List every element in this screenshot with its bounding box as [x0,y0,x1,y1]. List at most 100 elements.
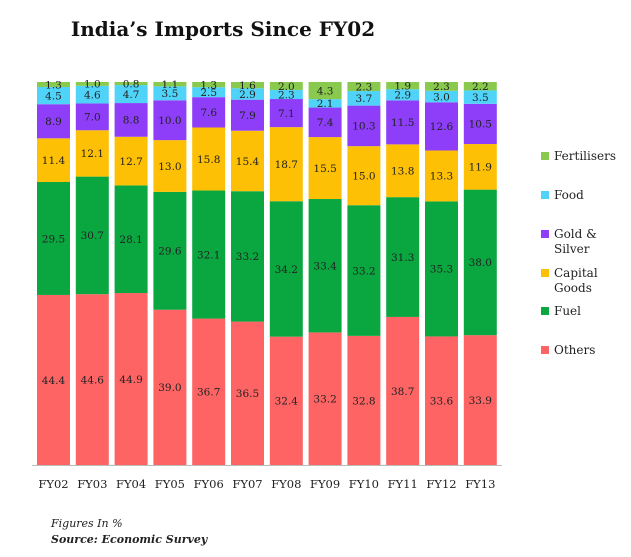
bar-segment-capital-goods-fy13 [463,144,497,190]
bar-segment-food-fy11 [386,89,420,101]
legend-swatch-capital-goods [541,269,549,277]
data-label-others-fy13: 33.9 [469,395,492,407]
bar-segment-capital-goods-fy05 [153,140,187,192]
bar-segment-others-fy06 [192,318,226,465]
bar-segment-fertilisers-fy07 [231,82,264,89]
data-label-fuel-fy07: 33.2 [236,251,259,263]
x-tick-label-fy10: FY10 [349,477,379,491]
data-label-fuel-fy03: 30.7 [81,230,104,242]
data-label-others-fy07: 36.5 [236,388,259,400]
data-label-fuel-fy10: 33.2 [352,265,375,277]
x-tick-label-fy02: FY02 [38,477,68,491]
bar-segment-fuel-fy11 [386,197,420,317]
bar-segment-food-fy12 [425,90,458,103]
bar-segment-capital-goods-fy03 [75,130,109,177]
data-label-gold-and-silver-fy12: 12.6 [430,121,454,133]
data-label-fuel-fy12: 35.3 [430,264,453,276]
bar-segment-gold-and-silver-fy12 [425,102,458,151]
data-label-fuel-fy09: 33.4 [313,261,337,273]
data-label-capital-goods-fy12: 13.3 [430,171,453,183]
bar-segment-capital-goods-fy11 [386,144,420,198]
data-label-fertilisers-fy07: 1.6 [239,80,256,92]
data-label-fertilisers-fy02: 1.3 [45,79,62,91]
bar-segment-fertilisers-fy04 [114,82,148,86]
bar-segment-fertilisers-fy10 [347,82,381,92]
bar-segment-others-fy10 [347,335,381,465]
bar-segment-gold-and-silver-fy13 [463,103,497,145]
legend-item-fuel: Fuel [541,304,581,318]
bar-segment-fuel-fy07 [231,191,264,322]
bar-segment-food-fy05 [153,86,187,101]
data-label-others-fy11: 38.7 [391,386,414,398]
bar-segment-gold-and-silver-fy08 [269,99,303,128]
data-label-capital-goods-fy06: 15.8 [197,154,220,166]
data-label-fuel-fy13: 38.0 [469,257,492,269]
bar-segment-gold-and-silver-fy11 [386,100,420,145]
x-axis: FY02 FY03 FY04 FY05 FY06 FY07 FY08 FY09 FY10 FY11… [32,465,502,491]
segment-labels: 44.429.511.48.94.51.344.630.712.17.04.61… [42,78,492,407]
x-tick-label-fy05: FY05 [155,477,185,491]
bar-segment-fuel-fy08 [269,201,303,337]
data-label-capital-goods-fy05: 13.0 [158,161,181,173]
data-label-capital-goods-fy10: 15.0 [352,170,375,182]
bar-segment-fertilisers-fy12 [425,82,458,91]
bar-segment-food-fy07 [231,88,264,100]
data-label-food-fy06: 2.5 [200,87,217,99]
bar-segment-fertilisers-fy11 [386,82,420,90]
x-tick-label-fy07: FY07 [232,477,262,491]
bar-segment-food-fy04 [114,85,148,104]
data-label-fuel-fy05: 29.6 [158,246,182,258]
bar-segment-fertilisers-fy09 [308,82,342,100]
legend-label-food: Food [554,188,584,202]
data-label-food-fy11: 2.9 [394,90,411,102]
data-label-gold-and-silver-fy10: 10.3 [352,121,375,133]
data-label-others-fy08: 32.4 [275,396,299,408]
data-label-food-fy03: 4.6 [84,89,101,101]
data-label-others-fy10: 32.8 [352,395,375,407]
data-label-food-fy04: 4.7 [123,89,140,101]
data-label-fertilisers-fy08: 2.0 [278,81,295,93]
bar-segment-capital-goods-fy04 [114,136,148,186]
legend-label-gold-and-silver: Gold & Silver [554,227,597,256]
data-label-fertilisers-fy10: 2.3 [356,81,373,93]
legend-swatch-food [541,191,549,199]
bar-segment-gold-and-silver-fy02 [37,104,70,139]
bar-segment-fertilisers-fy03 [75,82,109,86]
data-label-food-fy09: 2.1 [317,98,334,110]
bar-segment-fuel-fy03 [75,176,109,295]
data-label-gold-and-silver-fy09: 7.4 [317,117,334,129]
data-label-others-fy06: 36.7 [197,387,220,399]
data-label-capital-goods-fy09: 15.5 [313,163,336,175]
data-label-fuel-fy04: 28.1 [119,234,142,246]
bar-segment-food-fy02 [37,86,70,105]
legend-swatch-others [541,346,549,354]
bar-segment-gold-and-silver-fy06 [192,97,226,128]
bar-segment-food-fy08 [269,89,303,100]
data-label-gold-and-silver-fy07: 7.9 [239,110,256,122]
data-label-others-fy12: 33.6 [430,396,454,408]
data-label-others-fy05: 39.0 [158,382,181,394]
data-label-gold-and-silver-fy04: 8.8 [123,115,140,127]
data-label-capital-goods-fy13: 11.9 [469,162,492,174]
legend-swatch-gold-and-silver [541,230,549,238]
bar-segment-gold-and-silver-fy05 [153,100,187,141]
data-label-fertilisers-fy09: 4.3 [317,85,334,97]
legend-item-food: Food [541,188,584,202]
legend-label-fertilisers: Fertilisers [554,149,616,163]
data-label-capital-goods-fy07: 15.4 [236,156,260,168]
bars [37,82,497,465]
x-tick-label-fy08: FY08 [271,477,301,491]
legend-item-fertilisers: Fertilisers [541,149,616,163]
data-label-fertilisers-fy05: 1.1 [162,79,179,91]
bar-segment-gold-and-silver-fy03 [75,103,109,131]
data-label-others-fy04: 44.9 [119,374,142,386]
x-tick-label-fy09: FY09 [310,477,340,491]
data-label-fertilisers-fy04: 0.8 [123,78,140,90]
bar-segment-fertilisers-fy08 [269,82,303,90]
bar-segment-others-fy08 [269,336,303,465]
data-label-food-fy12: 3.0 [433,91,450,103]
bar-segment-gold-and-silver-fy09 [308,107,342,138]
x-tick-label-fy04: FY04 [116,477,146,491]
bar-segment-fuel-fy05 [153,191,187,310]
data-label-gold-and-silver-fy11: 11.5 [391,117,414,129]
